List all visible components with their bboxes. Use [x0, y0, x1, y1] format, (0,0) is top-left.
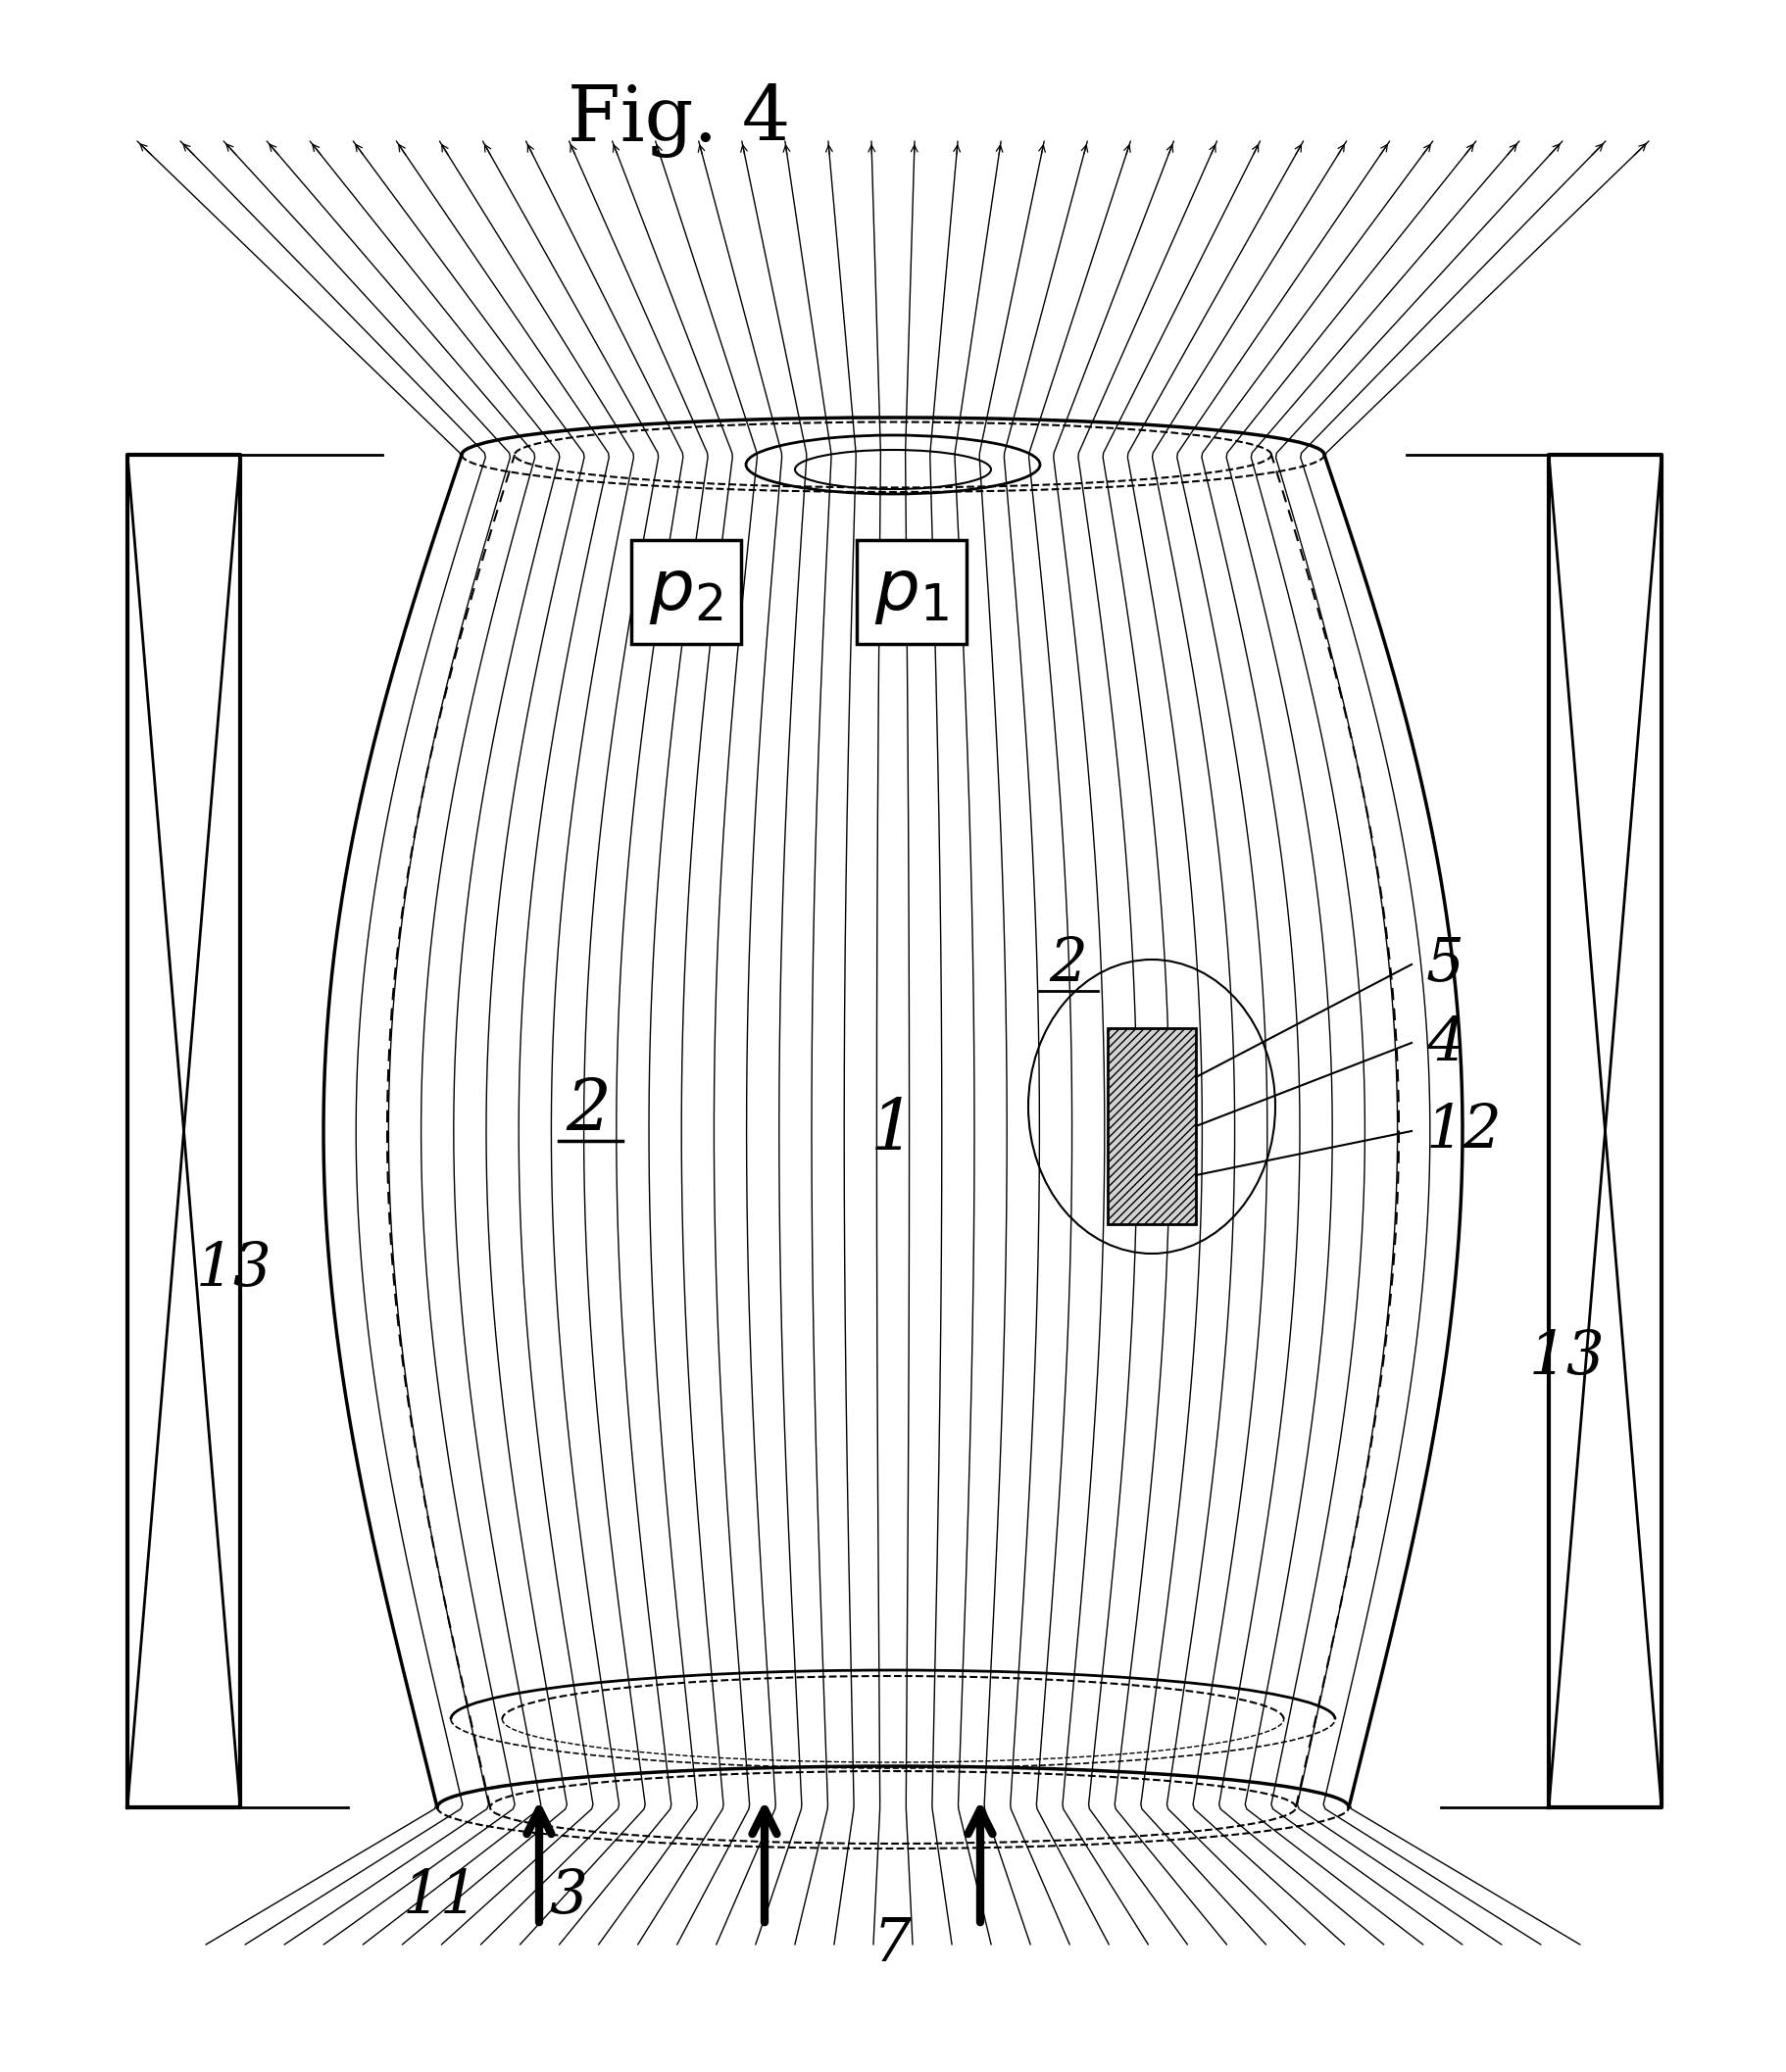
- Text: 4: 4: [1427, 1013, 1465, 1071]
- Text: $p_1$: $p_1$: [875, 557, 948, 626]
- Text: 1: 1: [870, 1096, 916, 1167]
- Text: 5: 5: [1427, 934, 1465, 995]
- Text: 13: 13: [196, 1239, 271, 1297]
- Text: 2: 2: [566, 1077, 611, 1146]
- Text: 2: 2: [1050, 934, 1088, 995]
- Text: 7: 7: [873, 1915, 911, 1975]
- Text: 11: 11: [404, 1867, 479, 1925]
- Text: 3: 3: [550, 1867, 588, 1925]
- Text: Fig. 4: Fig. 4: [568, 83, 789, 157]
- Text: 13: 13: [1529, 1326, 1606, 1386]
- Text: $p_2$: $p_2$: [650, 557, 723, 626]
- Bar: [1107, 1028, 1197, 1225]
- Text: 12: 12: [1427, 1102, 1502, 1160]
